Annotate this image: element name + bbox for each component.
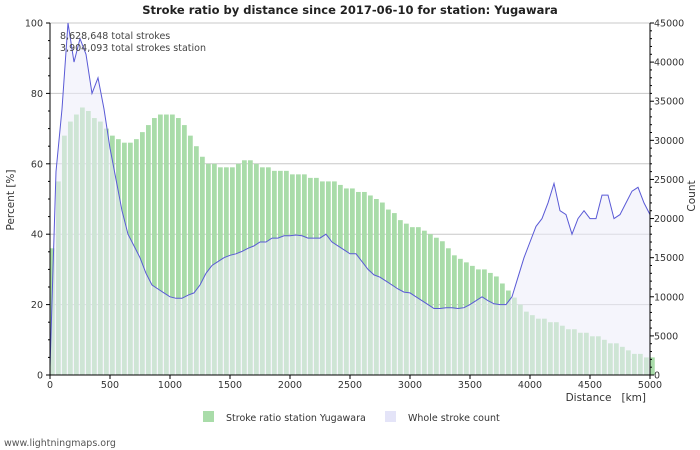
y-tick-label-60: 60 (31, 159, 43, 170)
ratio-bar-900 (158, 114, 163, 376)
ratio-bar-850 (152, 118, 157, 375)
legend-swatch-count (385, 411, 396, 422)
y2-tick-label-5000: 5000 (654, 331, 678, 342)
ratio-bar-750 (140, 132, 145, 375)
y-tick-label-0: 0 (37, 371, 43, 382)
ratio-bar-950 (164, 114, 169, 376)
x-tick-label-0: 0 (47, 380, 53, 391)
ratio-bar-1250 (200, 156, 205, 375)
ratio-bar-1100 (182, 125, 187, 375)
x-tick-label-3500: 3500 (458, 380, 482, 391)
y-tick-label-20: 20 (31, 300, 43, 311)
x-tick-label-1000: 1000 (158, 380, 182, 391)
x-tick-label-4500: 4500 (578, 380, 602, 391)
y2-axis-title: Count (686, 180, 698, 211)
x-tick-label-4000: 4000 (518, 380, 542, 391)
legend-label-count: Whole stroke count (408, 413, 500, 424)
y-tick-label-80: 80 (31, 89, 43, 100)
y-axis-title: Percent [%] (5, 169, 17, 230)
count-line (49, 22, 651, 368)
x-tick-label-2000: 2000 (278, 380, 302, 391)
count-area (50, 23, 650, 375)
annotation-total-strokes-station: 3,904,093 total strokes station (60, 43, 206, 54)
legend-label-ratio: Stroke ratio station Yugawara (226, 413, 366, 424)
chart-title: Stroke ratio by distance since 2017-06-1… (142, 3, 558, 17)
y2-tick-label-35000: 35000 (654, 97, 684, 108)
ratio-bar-1050 (176, 118, 181, 375)
x-tick-label-5000: 5000 (638, 380, 662, 391)
y2-tick-label-20000: 20000 (654, 214, 684, 225)
legend-swatch-ratio (203, 411, 214, 422)
y2-tick-label-45000: 45000 (654, 19, 684, 30)
y2-tick-label-0: 0 (654, 371, 660, 382)
ratio-bar-1150 (188, 135, 193, 375)
ratio-bar-1200 (194, 146, 199, 375)
annotation-total-strokes: 8,628,648 total strokes (60, 31, 170, 42)
y2-tick-label-25000: 25000 (654, 175, 684, 186)
y-tick-label-40: 40 (31, 230, 43, 241)
ratio-bar-800 (146, 125, 151, 375)
x-tick-label-3000: 3000 (398, 380, 422, 391)
ratio-bar-3150 (428, 234, 433, 375)
ratio-bar-1000 (170, 114, 175, 376)
ratio-bar-3200 (434, 237, 439, 375)
x-axis-title: Distance [km] (566, 392, 646, 404)
x-tick-label-1500: 1500 (218, 380, 242, 391)
y2-tick-label-10000: 10000 (654, 292, 684, 303)
ratio-bar-5000 (650, 357, 655, 375)
legend: Stroke ratio station Yugawara Whole stro… (203, 411, 500, 424)
y2-tick-label-30000: 30000 (654, 136, 684, 147)
y2-tick-label-40000: 40000 (654, 58, 684, 69)
x-tick-label-2500: 2500 (338, 380, 362, 391)
x-tick-label-500: 500 (101, 380, 119, 391)
footer-credit: www.lightningmaps.org (4, 438, 116, 449)
y2-tick-label-15000: 15000 (654, 253, 684, 264)
y-tick-label-100: 100 (25, 19, 43, 30)
